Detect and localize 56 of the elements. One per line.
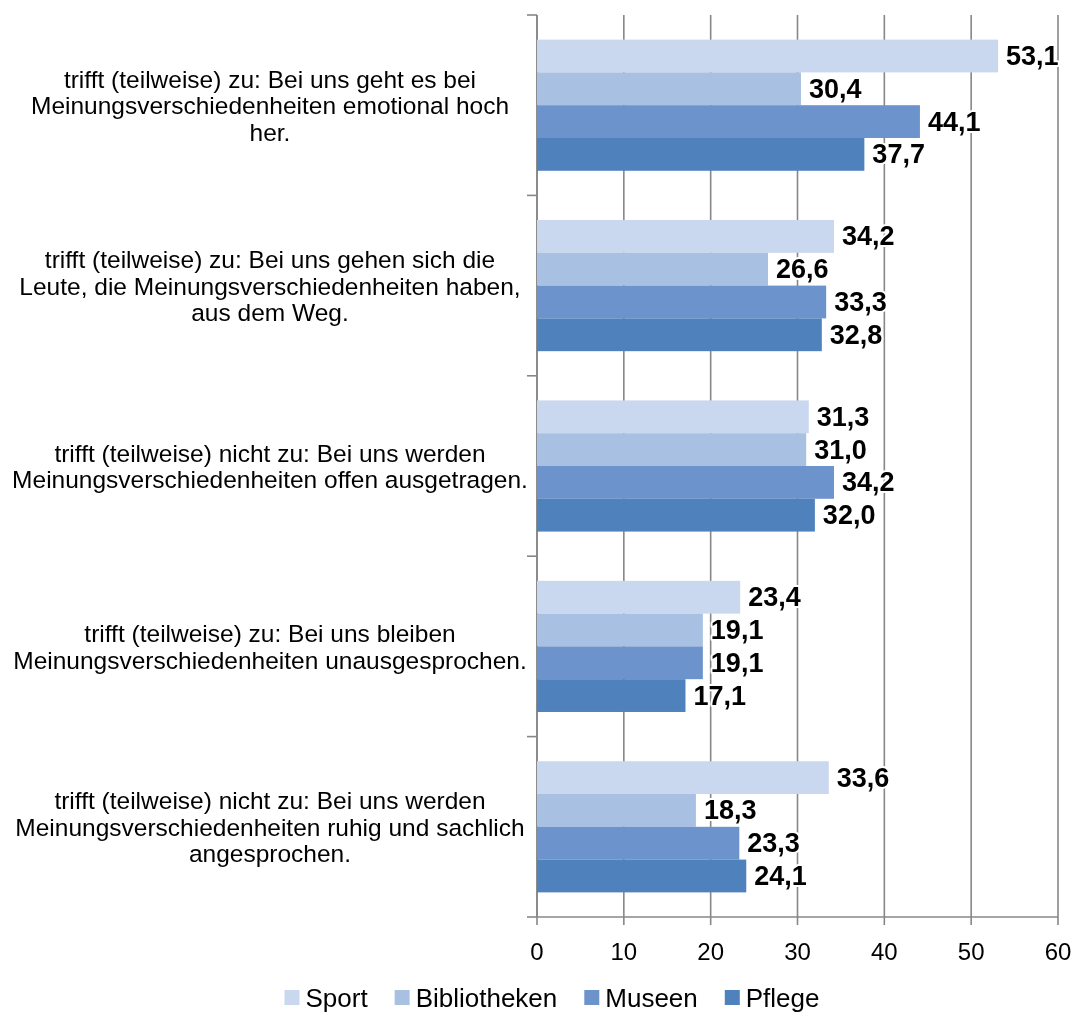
bar	[537, 761, 829, 795]
data-label: 32,0	[822, 500, 876, 531]
bar	[537, 285, 827, 319]
data-label: 32,8	[829, 319, 883, 350]
data-label: 34,2	[841, 467, 895, 498]
x-tick-label: 60	[1044, 938, 1072, 965]
data-label: 33,3	[834, 286, 887, 317]
data-label: 33,6	[836, 762, 890, 793]
bar	[537, 466, 834, 499]
bar	[537, 580, 741, 614]
data-label: 53,1	[1006, 41, 1059, 72]
bar	[537, 646, 703, 680]
x-tick-label: 40	[870, 938, 898, 965]
x-tick-label: 0	[530, 938, 544, 965]
y-tick-label: trifft (teilweise) zu: Bei uns gehen sich die Leute, die Meinungsverschiedenheiten haben, aus dem Weg.	[19, 245, 521, 326]
data-label: 17,1	[693, 680, 747, 711]
bar	[537, 72, 801, 106]
legend-label: Museen	[605, 983, 698, 1013]
x-tick-label: 20	[697, 938, 725, 965]
bar	[537, 252, 768, 286]
bar	[537, 679, 686, 712]
bar	[537, 613, 703, 647]
y-tick-label: trifft (teilweise) zu: Bei uns bleiben Meinungsverschiedenheiten unausgesprochen.	[13, 619, 527, 674]
y-tick-label: trifft (teilweise) zu: Bei uns geht es bei Meinungsverschiedenheiten emotional hoch her.	[30, 65, 510, 146]
x-tick-label: 10	[610, 938, 638, 965]
bar	[537, 318, 822, 352]
y-tick-label: trifft (teilweise) nicht zu: Bei uns werden Meinungsverschiedenheiten ruhig und sachlich angesprochen.	[15, 786, 525, 867]
data-label: 31,0	[814, 434, 867, 465]
bar	[537, 39, 999, 73]
x-tick-label: 30	[784, 938, 811, 965]
bar	[537, 794, 696, 827]
data-label: 19,1	[710, 615, 764, 646]
data-label: 37,7	[872, 139, 925, 170]
data-label: 31,3	[816, 401, 870, 432]
bar	[537, 105, 920, 138]
data-label: 34,2	[841, 221, 895, 252]
data-label: 18,3	[703, 795, 757, 826]
data-label: 19,1	[710, 647, 764, 678]
bar	[537, 220, 834, 253]
data-label: 26,6	[775, 254, 829, 285]
data-label: 23,4	[748, 582, 801, 613]
bar	[537, 137, 865, 171]
bar	[537, 400, 809, 434]
bar	[537, 826, 740, 860]
legend-label: Sport	[305, 983, 369, 1013]
data-label: 24,1	[754, 860, 807, 891]
bar	[537, 859, 747, 893]
data-label: 23,3	[747, 828, 800, 859]
legend-label: Pflege	[745, 983, 820, 1013]
bar	[537, 498, 815, 532]
data-label: 30,4	[808, 73, 862, 104]
bar	[537, 433, 807, 466]
x-tick-label: 50	[957, 938, 985, 965]
y-tick-label: trifft (teilweise) nicht zu: Bei uns werden Meinungsverschiedenheiten offen ausgetragen.	[12, 439, 528, 493]
legend-label: Bibliotheken	[415, 983, 558, 1013]
data-label: 44,1	[927, 106, 981, 137]
